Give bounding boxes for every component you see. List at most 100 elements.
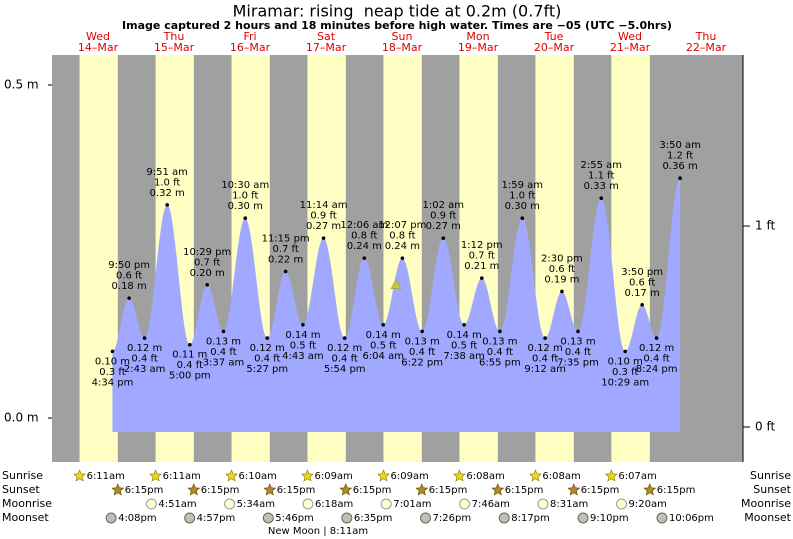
tide-point xyxy=(441,236,446,240)
day-date: 14–Mar xyxy=(78,41,119,54)
tide-label: 0.13 m xyxy=(482,336,517,347)
day-name: Sun xyxy=(392,30,413,43)
tide-label: 0.12 m xyxy=(250,343,285,354)
tide-point xyxy=(110,349,115,354)
tide-label: 9:50 pm xyxy=(108,260,150,271)
tide-label: 12:07 pm xyxy=(378,220,426,231)
sunset-time: 6:15pm xyxy=(505,485,544,496)
sunrise-time: 6:09am xyxy=(314,471,352,482)
sunset-time: 6:15pm xyxy=(277,485,316,496)
tide-label: 0.6 ft xyxy=(549,264,575,275)
tide-point xyxy=(265,336,270,340)
moonrise-icon xyxy=(616,498,628,510)
tide-label: 4:34 pm xyxy=(92,377,134,388)
sunset-time: 6:15pm xyxy=(429,485,468,496)
tide-label: 0.33 m xyxy=(584,181,619,192)
tide-label: 0.7 ft xyxy=(469,251,495,262)
moonrise-icon xyxy=(145,498,157,510)
moonset-icon xyxy=(498,512,510,524)
tide-label: 0.18 m xyxy=(112,281,147,292)
tide-label: 1:02 am xyxy=(423,200,465,211)
tide-label: 0.19 m xyxy=(544,274,579,285)
day-date: 21–Mar xyxy=(610,41,651,54)
tide-point xyxy=(560,289,564,294)
sunset-icon xyxy=(415,483,429,496)
tide-label: 0.5 ft xyxy=(290,340,316,351)
tide-label: 10:29 am xyxy=(601,377,649,388)
moonset-time: 9:10pm xyxy=(590,513,629,524)
tide-label: 1:59 am xyxy=(502,180,544,191)
sunset-time: 6:15pm xyxy=(657,485,696,496)
tide-label: 0.32 m xyxy=(150,188,185,199)
sunset-icon xyxy=(263,483,277,496)
tide-point xyxy=(321,236,326,240)
day-date: 19–Mar xyxy=(458,41,499,54)
tide-label: 0.14 m xyxy=(447,330,482,341)
moonset-time: 7:26pm xyxy=(433,513,472,524)
tide-label: 12:06 am xyxy=(340,220,388,231)
tide-point xyxy=(221,329,226,334)
moonset-icon xyxy=(420,512,432,524)
tide-label: 6:04 am xyxy=(362,351,404,362)
sunrise-icon xyxy=(377,469,390,482)
moonrise-time: 4:51am xyxy=(158,499,196,510)
sunrise-icon xyxy=(604,469,618,482)
sunrise-icon xyxy=(301,469,314,482)
tide-label: 5:54 pm xyxy=(324,364,366,375)
tide-point xyxy=(599,196,604,201)
sunrise-time: 6:08am xyxy=(466,471,504,482)
tide-point xyxy=(142,336,147,340)
tide-label: 0.4 ft xyxy=(643,354,669,365)
tide-label: 3:50 am xyxy=(659,140,701,151)
tide-label: 7:38 am xyxy=(443,351,485,362)
sunset-time: 6:15pm xyxy=(581,485,620,496)
day-date: 18–Mar xyxy=(382,41,423,54)
tide-label: 6:55 pm xyxy=(479,357,521,368)
sunset-time: 6:15pm xyxy=(201,485,240,496)
tide-point xyxy=(165,203,169,207)
row-label: Moonset xyxy=(2,511,49,524)
day-name: Wed xyxy=(618,30,642,43)
moonset-time: 5:46pm xyxy=(275,513,314,524)
y2-tick-label: 1 ft xyxy=(755,219,775,233)
moonrise-time: 9:20am xyxy=(629,499,667,510)
row-label: Moonrise xyxy=(2,497,52,510)
tide-label: 0.4 ft xyxy=(532,354,558,365)
moonset-time: 8:17pm xyxy=(511,513,550,524)
y-tick-label: 0.0 m xyxy=(4,411,39,425)
tide-point xyxy=(520,216,525,220)
sunset-icon xyxy=(111,483,125,496)
row-label: Sunset xyxy=(753,483,791,496)
tide-point xyxy=(205,282,209,287)
tide-label: 0.7 ft xyxy=(272,244,298,255)
sunrise-icon xyxy=(528,469,542,482)
sunset-icon xyxy=(339,483,353,496)
day-date: 17–Mar xyxy=(306,41,347,54)
tide-label: 0.4 ft xyxy=(332,354,358,365)
tide-label: 0.12 m xyxy=(639,343,674,354)
tide-label: 0.13 m xyxy=(405,336,440,347)
tide-label: 0.14 m xyxy=(285,330,320,341)
moonset-icon xyxy=(184,512,196,524)
tide-area xyxy=(112,178,681,432)
tide-label: 2:55 am xyxy=(580,160,622,171)
daylight-band xyxy=(79,55,118,462)
tide-point xyxy=(462,322,466,327)
tide-label: 2:43 am xyxy=(124,364,166,375)
tide-label: 0.12 m xyxy=(528,343,563,354)
tide-label: 0.27 m xyxy=(306,221,341,232)
tide-label: 0.13 m xyxy=(206,336,241,347)
current-level-marker xyxy=(390,278,402,290)
day-date: 15–Mar xyxy=(154,41,195,54)
tide-label: 1.0 ft xyxy=(509,191,535,202)
row-label: Moonset xyxy=(744,511,791,524)
tide-label: 1.2 ft xyxy=(667,151,693,162)
moonset-icon xyxy=(656,512,668,524)
row-label: Sunset xyxy=(2,483,40,496)
tide-label: 0.17 m xyxy=(625,288,660,299)
day-date: 20–Mar xyxy=(534,41,575,54)
tide-point xyxy=(678,176,682,181)
tide-label: 0.22 m xyxy=(268,254,303,265)
moonset-icon xyxy=(105,512,117,524)
